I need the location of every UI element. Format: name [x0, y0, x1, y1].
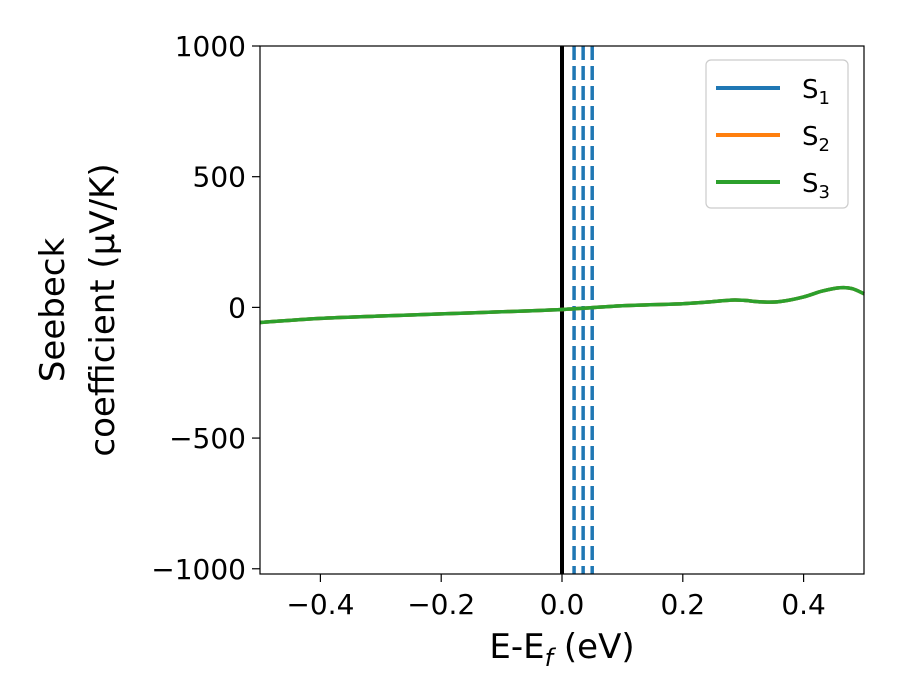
x-tick-label: 0.0	[540, 588, 585, 621]
x-tick-label: −0.4	[286, 588, 354, 621]
x-axis-ticks: −0.4 −0.2 0.0 0.2 0.4	[286, 574, 826, 621]
y-tick-label: 0	[228, 291, 246, 324]
x-tick-label: −0.2	[407, 588, 475, 621]
series-line-s3	[259, 285, 865, 325]
y-axis-ticks: −1000 −500 0 500 1000	[151, 30, 260, 586]
y-axis-label-line2: coefficient (μV/K)	[83, 163, 123, 456]
y-axis-label: Seebeck coefficient (μV/K)	[33, 163, 123, 456]
x-axis-label-unit: (eV)	[553, 627, 635, 667]
y-tick-label: −1000	[151, 553, 246, 586]
legend-label-s1: S1	[802, 75, 830, 109]
x-tick-label: 0.4	[781, 588, 826, 621]
legend-label-s3: S3	[802, 169, 830, 203]
legend-label-s2: S2	[802, 122, 830, 156]
y-axis-label-line1: Seebeck	[33, 238, 73, 383]
legend: S1 S2 S3	[705, 59, 849, 209]
x-tick-label: 0.2	[661, 588, 706, 621]
y-tick-label: −500	[169, 422, 246, 455]
series-lines	[259, 285, 865, 325]
y-tick-label: 1000	[175, 30, 246, 63]
x-axis-label-main: E-E	[489, 627, 544, 667]
y-tick-label: 500	[193, 161, 246, 194]
x-axis-label: E-Ef (eV)	[489, 627, 634, 672]
